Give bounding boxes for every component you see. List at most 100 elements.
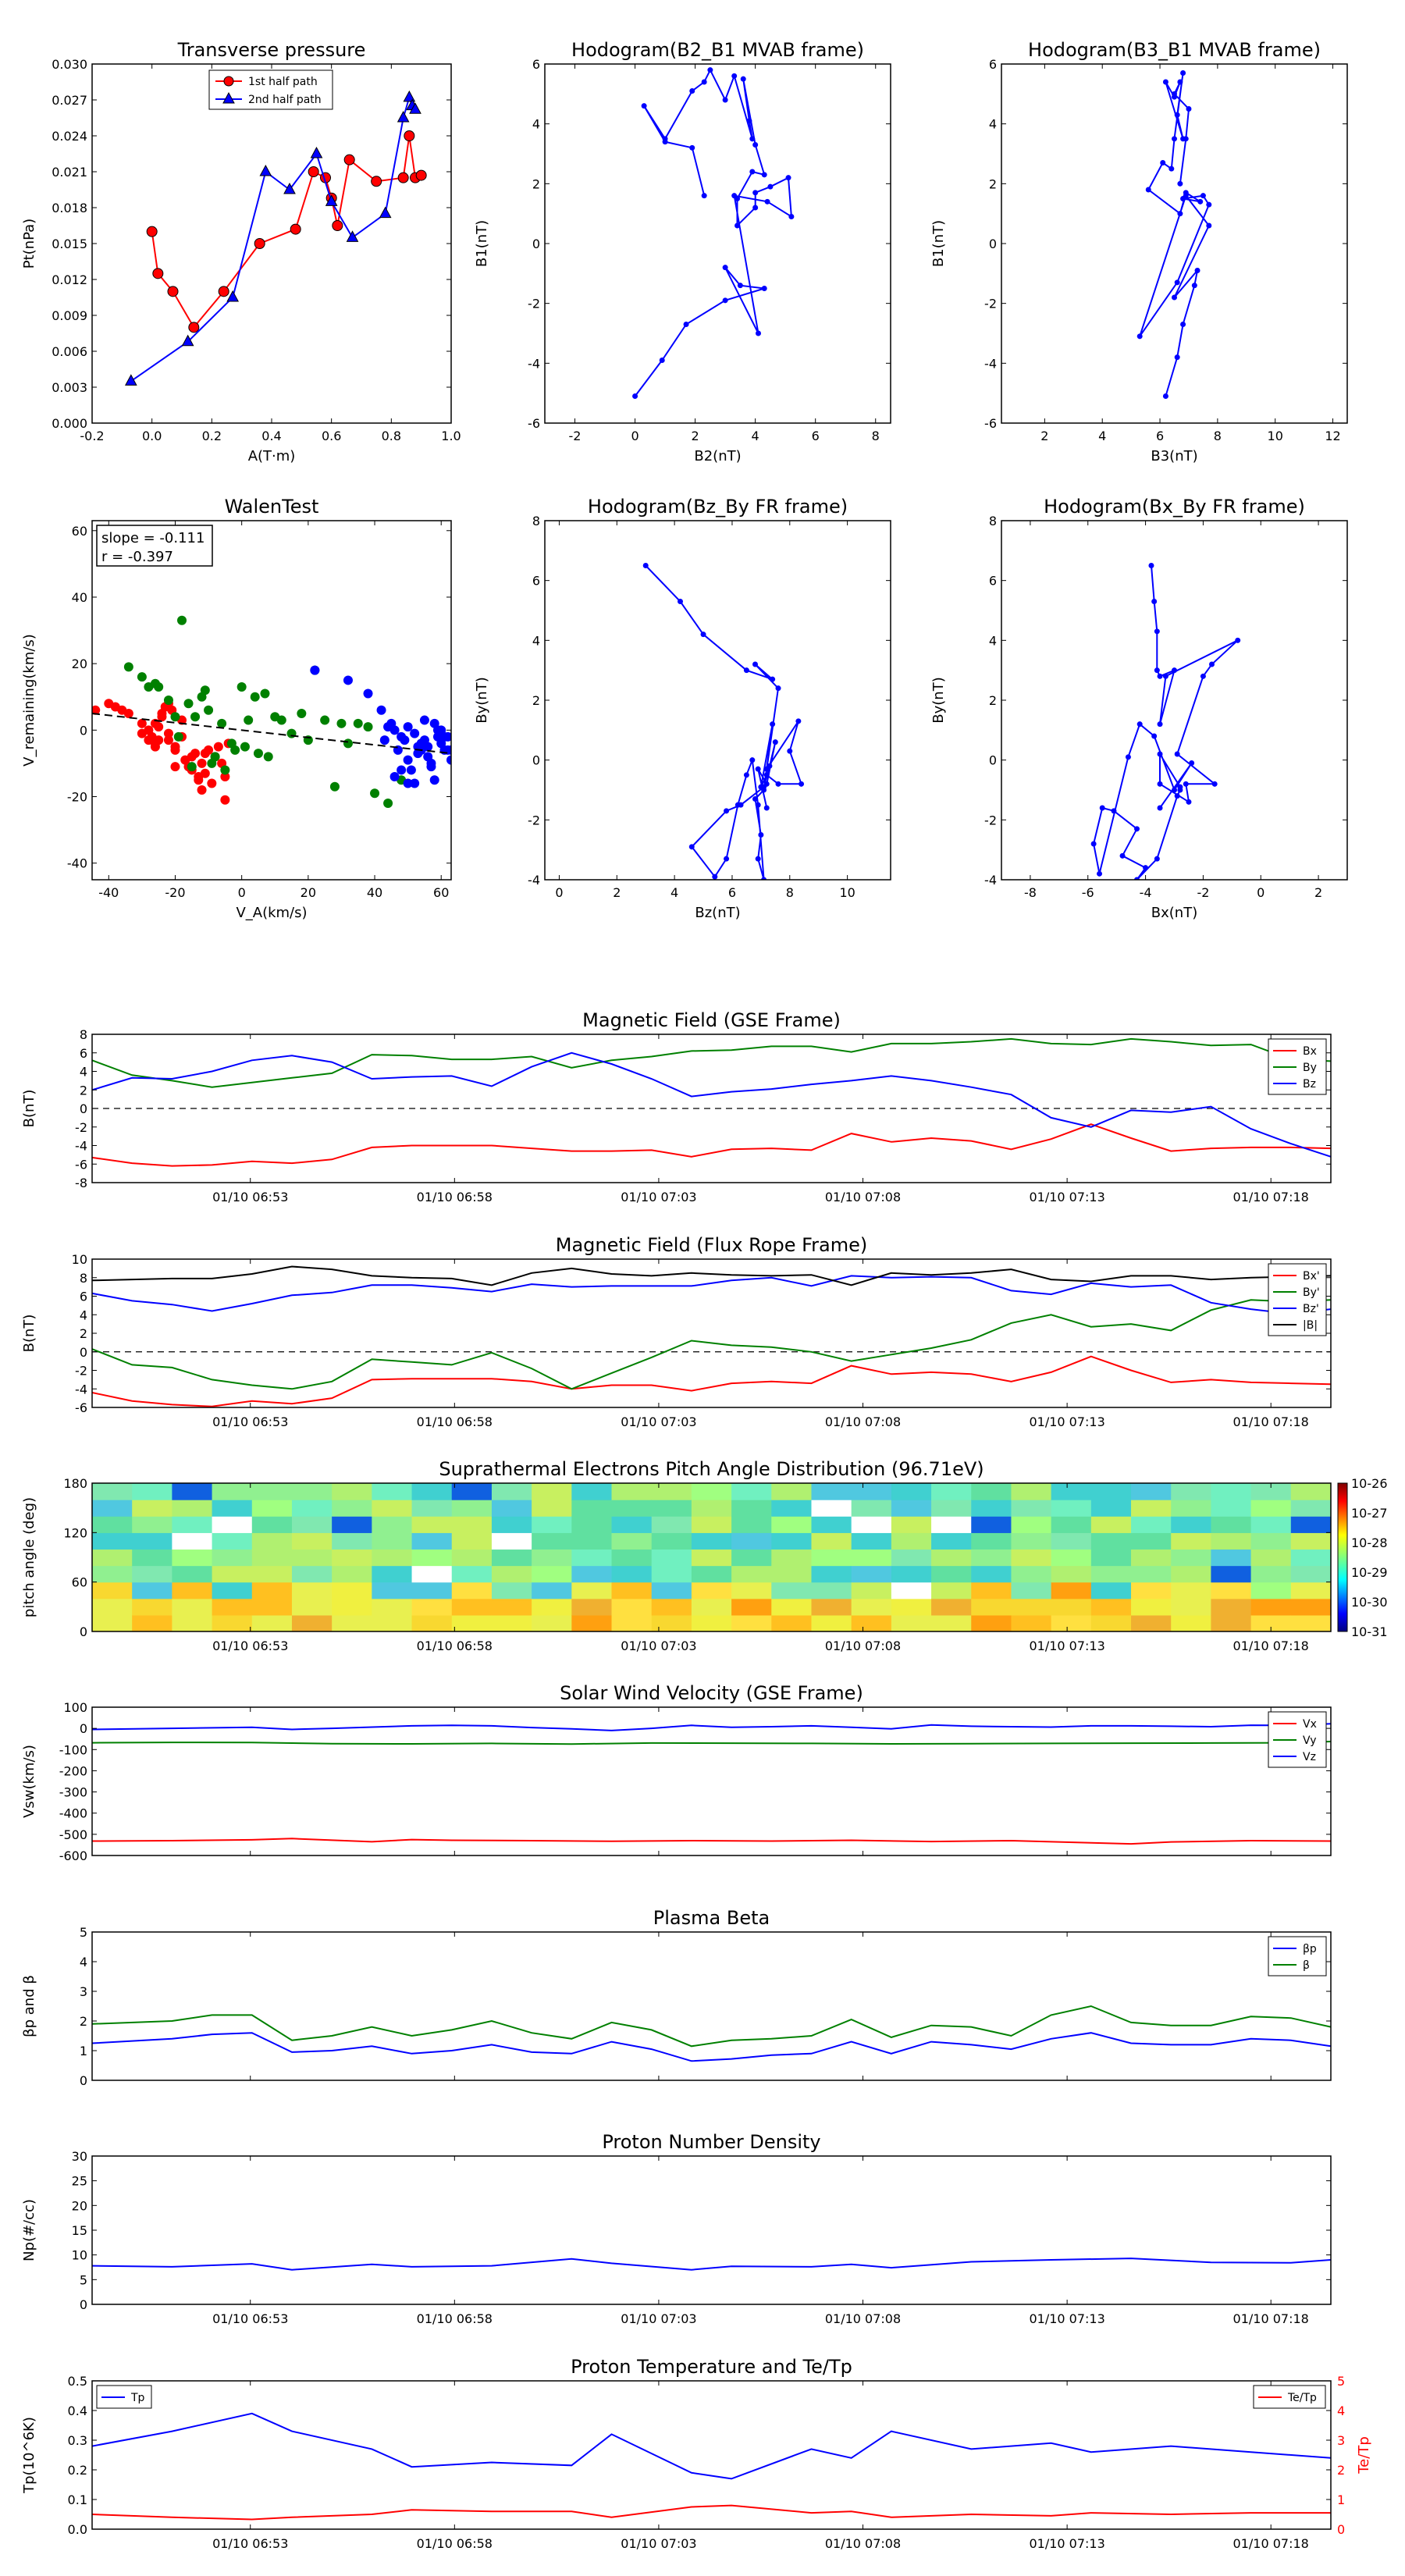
heatmap-cell bbox=[1051, 1565, 1092, 1583]
heatmap-cell bbox=[811, 1532, 852, 1550]
data-point bbox=[1172, 294, 1177, 301]
heatmap-cell bbox=[1250, 1598, 1292, 1616]
scatter-point bbox=[446, 755, 451, 765]
heatmap-cell bbox=[532, 1532, 572, 1550]
y-axis-label: V_remaining(km/s) bbox=[21, 634, 37, 767]
x-tick-label: 0.2 bbox=[202, 429, 222, 443]
heatmap-cell bbox=[691, 1516, 732, 1533]
heatmap-cell bbox=[212, 1614, 253, 1631]
y2-tick-label: 5 bbox=[1337, 2374, 1345, 2389]
y-tick-label: 4 bbox=[989, 633, 997, 648]
heatmap-cell bbox=[731, 1549, 772, 1567]
x-tick-label: 01/10 06:58 bbox=[417, 2311, 493, 2326]
heatmap-cell bbox=[172, 1532, 213, 1550]
heatmap-cell bbox=[92, 1598, 133, 1616]
y-axis-label: pitch angle (deg) bbox=[21, 1497, 37, 1617]
heatmap-cell bbox=[1171, 1483, 1212, 1500]
heatmap-cell bbox=[571, 1614, 613, 1631]
heatmap-cell bbox=[92, 1582, 133, 1599]
data-point bbox=[1111, 808, 1117, 814]
legend-marker bbox=[222, 91, 235, 104]
scatter-point bbox=[187, 752, 197, 762]
heatmap-cell bbox=[1051, 1582, 1092, 1599]
x-tick-label: 1.0 bbox=[441, 429, 461, 443]
data-point bbox=[1157, 781, 1163, 787]
data-point bbox=[761, 877, 767, 880]
scatter-point bbox=[163, 728, 173, 738]
data-point bbox=[1174, 751, 1180, 757]
x-tick-label: -20 bbox=[165, 885, 185, 900]
y2-tick-label: 0 bbox=[1337, 2522, 1345, 2537]
plot-area bbox=[1090, 563, 1241, 880]
heatmap-cell bbox=[731, 1500, 772, 1517]
heatmap-cell bbox=[811, 1549, 852, 1567]
heatmap-cell bbox=[771, 1565, 813, 1583]
colorbar-tick-label: 10-30 bbox=[1351, 1595, 1388, 1610]
x-tick-label: 01/10 07:13 bbox=[1029, 1190, 1104, 1204]
scatter-point bbox=[200, 685, 210, 696]
y-tick-label: 180 bbox=[63, 1476, 87, 1491]
heatmap-cell bbox=[1211, 1582, 1252, 1599]
heatmap-cell bbox=[291, 1532, 333, 1550]
heatmap-cell bbox=[971, 1549, 1012, 1567]
data-point bbox=[1172, 136, 1177, 142]
y-tick-label: 0 bbox=[80, 723, 87, 738]
heatmap-cell bbox=[532, 1483, 572, 1500]
heatmap-cell bbox=[291, 1565, 333, 1583]
heatmap-cell bbox=[1011, 1483, 1052, 1500]
heatmap-cell bbox=[212, 1516, 253, 1533]
x-tick-label: 01/10 06:53 bbox=[212, 2311, 288, 2326]
data-point bbox=[642, 563, 649, 568]
heatmap-cell bbox=[971, 1614, 1012, 1631]
heatmap-cell bbox=[1171, 1582, 1212, 1599]
heatmap-cell bbox=[891, 1549, 932, 1567]
heatmap-cell bbox=[931, 1483, 972, 1500]
colorbar-tick-label: 10-26 bbox=[1351, 1476, 1388, 1491]
heatmap-cell bbox=[372, 1582, 413, 1599]
heatmap-cell bbox=[372, 1483, 413, 1500]
x-tick-label: 01/10 07:03 bbox=[621, 1414, 696, 1429]
heatmap-cell bbox=[811, 1598, 852, 1616]
plot-area bbox=[92, 2005, 1331, 2062]
heatmap-cell bbox=[1171, 1565, 1212, 1583]
data-point bbox=[1134, 877, 1140, 880]
x-tick-label: 4 bbox=[670, 885, 678, 900]
heatmap-cell bbox=[1011, 1516, 1052, 1533]
data-point bbox=[1183, 781, 1189, 787]
heatmap-cell bbox=[451, 1614, 493, 1631]
heatmap-cell bbox=[451, 1532, 493, 1550]
data-point bbox=[662, 139, 668, 145]
heatmap-cell bbox=[771, 1532, 813, 1550]
heatmap-cell bbox=[1211, 1598, 1252, 1616]
legend-label: By' bbox=[1303, 1286, 1320, 1299]
data-point bbox=[181, 334, 194, 347]
heatmap-cell bbox=[291, 1614, 333, 1631]
y-tick-label: 0.5 bbox=[68, 2374, 87, 2389]
x-tick-label: -2 bbox=[1197, 885, 1209, 900]
data-point bbox=[761, 286, 767, 291]
heatmap-cell bbox=[1250, 1516, 1292, 1533]
heatmap-cell bbox=[851, 1549, 892, 1567]
heatmap-cell bbox=[1090, 1582, 1132, 1599]
heatmap-cell bbox=[132, 1483, 173, 1500]
heatmap-cell bbox=[891, 1500, 932, 1517]
heatmap-cell bbox=[491, 1582, 532, 1599]
data-point bbox=[763, 781, 770, 787]
heatmap-cell bbox=[691, 1614, 732, 1631]
chart-title: Solar Wind Velocity (GSE Frame) bbox=[560, 1682, 863, 1704]
x-tick-label: 2 bbox=[1040, 429, 1048, 443]
heatmap-cell bbox=[332, 1483, 372, 1500]
heatmap-cell bbox=[971, 1565, 1012, 1583]
data-point bbox=[1208, 661, 1215, 667]
heatmap-cell bbox=[1211, 1549, 1252, 1567]
heatmap-cell bbox=[1250, 1614, 1292, 1631]
y-tick-label: -400 bbox=[59, 1806, 87, 1821]
x-tick-label: 40 bbox=[367, 885, 382, 900]
heatmap-cell bbox=[891, 1598, 932, 1616]
heatmap-cell bbox=[132, 1565, 173, 1583]
scatter-point bbox=[230, 745, 240, 755]
heatmap-cell bbox=[571, 1565, 613, 1583]
heatmap-cell bbox=[611, 1532, 653, 1550]
x-tick-label: 01/10 07:03 bbox=[621, 2536, 696, 2551]
heatmap-cell bbox=[251, 1483, 293, 1500]
